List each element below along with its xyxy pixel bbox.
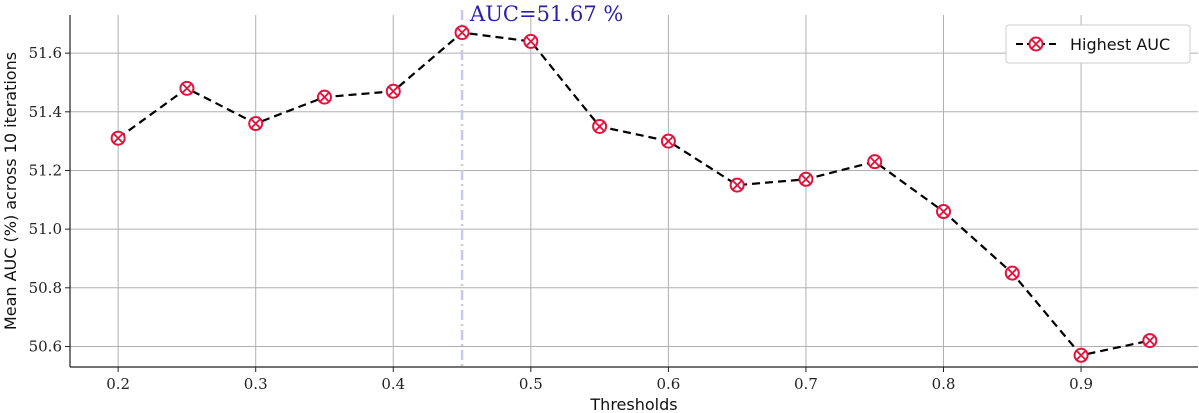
legend-label-highest-auc: Highest AUC: [1070, 35, 1170, 54]
marker-x: [319, 92, 330, 102]
data-point: [729, 177, 745, 193]
data-point: [179, 80, 195, 96]
x-axis-label: Thresholds: [589, 395, 677, 413]
marker-x: [182, 83, 192, 94]
marker-x: [1007, 268, 1018, 278]
data-point: [385, 83, 401, 99]
marker-x: [663, 136, 674, 146]
data-point: [523, 33, 539, 49]
grid-lines: [70, 15, 1198, 367]
y-tick-labels: 50.6 50.8 51.0 51.2 51.4 51.6: [29, 44, 70, 355]
series-highest-auc: [110, 25, 1158, 363]
data-point: [110, 130, 126, 146]
axes: [69, 15, 1198, 368]
marker-x: [388, 86, 399, 97]
x-tick-label: 0.8: [932, 375, 956, 393]
data-point: [1004, 265, 1020, 281]
data-point: [454, 25, 470, 41]
legend-marker: [1028, 36, 1044, 52]
x-tick-labels: 0.2 0.3 0.4 0.5 0.6 0.7 0.8 0.9: [106, 367, 1093, 393]
data-point: [316, 89, 332, 105]
x-tick-label: 0.3: [244, 375, 268, 393]
marker-x: [1145, 335, 1155, 346]
y-tick-label: 51.2: [29, 161, 62, 179]
highest-auc-annotation: AUC=51.67 %: [469, 2, 623, 26]
x-tick-label: 0.4: [381, 375, 405, 393]
legend: Highest AUC: [1005, 24, 1191, 64]
data-point: [936, 204, 952, 220]
y-tick-label: 51.6: [29, 44, 62, 62]
y-axis-label: Mean AUC (%) across 10 iterations: [1, 52, 20, 330]
data-point: [798, 171, 814, 187]
data-point: [1142, 333, 1158, 349]
marker-x: [113, 133, 123, 144]
x-tick-label: 0.7: [794, 375, 818, 393]
data-point: [248, 116, 264, 132]
data-point: [867, 154, 883, 170]
x-tick-label: 0.5: [519, 375, 543, 393]
y-tick-label: 51.0: [29, 220, 62, 238]
data-point: [1073, 347, 1089, 363]
marker-x: [869, 156, 880, 167]
legend-marker-icon: [1028, 36, 1044, 52]
y-tick-label: 51.4: [29, 103, 62, 121]
data-point: [592, 118, 608, 134]
y-tick-label: 50.6: [29, 337, 62, 355]
y-tick-label: 50.8: [29, 279, 62, 297]
marker-x: [594, 121, 605, 132]
series-line: [117, 31, 1151, 357]
marker-x: [801, 174, 811, 185]
marker-x: [250, 118, 261, 129]
data-point: [660, 133, 676, 149]
x-tick-label: 0.2: [106, 375, 130, 393]
marker-x: [938, 206, 949, 217]
x-tick-label: 0.9: [1069, 375, 1093, 393]
marker-x: [1031, 39, 1041, 49]
legend-box: [1005, 24, 1191, 64]
x-tick-label: 0.6: [656, 375, 680, 393]
marker-x: [525, 36, 536, 47]
marker-x: [1076, 350, 1086, 361]
marker-x: [732, 180, 743, 190]
marker-x: [457, 27, 467, 38]
